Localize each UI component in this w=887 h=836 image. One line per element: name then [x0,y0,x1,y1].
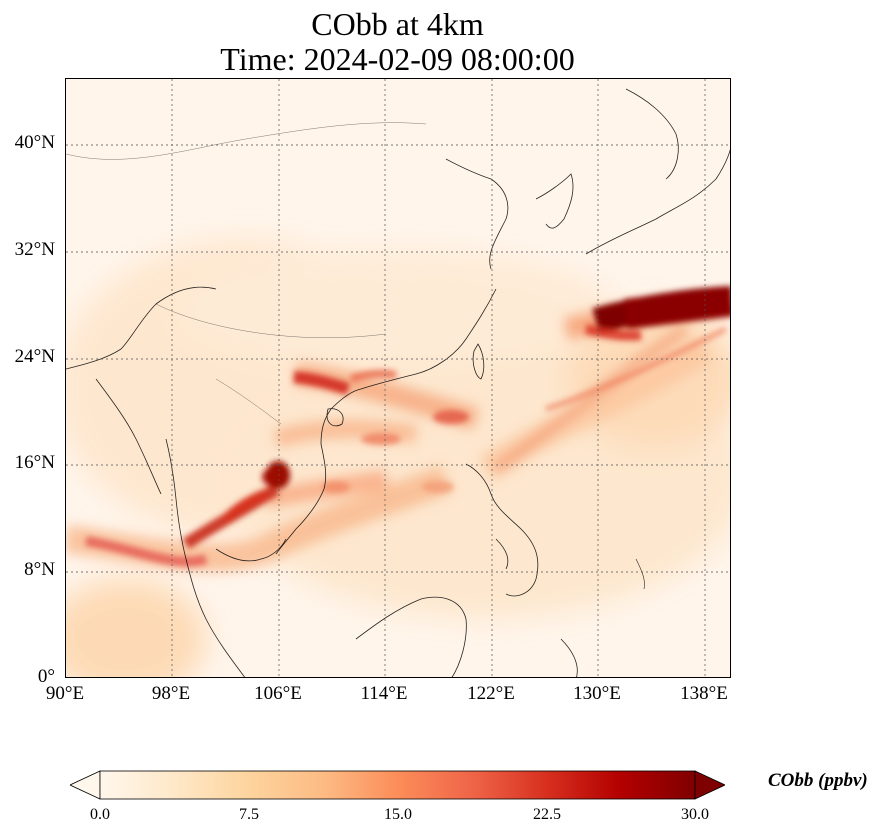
y-tick-24n: 24°N [14,346,55,367]
colorbar [69,770,726,800]
x-tick-138e: 138°E [680,683,728,704]
colorbar-tick-22-5: 22.5 [533,806,561,823]
y-tick-16n: 16°N [14,452,55,473]
x-tick-106e: 106°E [254,683,302,704]
map-canvas [66,79,730,677]
colorbar-tick-7-5: 7.5 [239,806,259,823]
coastlines [66,88,730,677]
x-tick-90e: 90°E [45,683,85,704]
y-tick-0: 0° [37,666,55,687]
x-tick-114e: 114°E [360,683,408,704]
x-tick-122e: 122°E [467,683,515,704]
colorbar-tick-15: 15.0 [384,806,412,823]
colorbar-tick-30: 30.0 [681,806,709,823]
y-tick-32n: 32°N [14,239,55,260]
concentration-field [66,79,730,677]
map-time-subtitle: Time: 2024-02-09 08:00:00 [220,41,575,77]
y-tick-40n: 40°N [14,132,55,153]
colorbar-min-extend [69,770,101,800]
colorbar-label: CObb (ppbv) [768,770,868,791]
graticule [66,79,730,677]
colorbar-max-extend [694,770,726,800]
y-tick-8n: 8°N [24,559,55,580]
map-panel[interactable] [65,78,731,678]
colorbar-tick-0: 0.0 [90,806,110,823]
colorbar-gradient [99,770,696,800]
x-tick-130e: 130°E [573,683,621,704]
map-title: CObb at 4km [311,6,484,42]
x-tick-98e: 98°E [151,683,191,704]
